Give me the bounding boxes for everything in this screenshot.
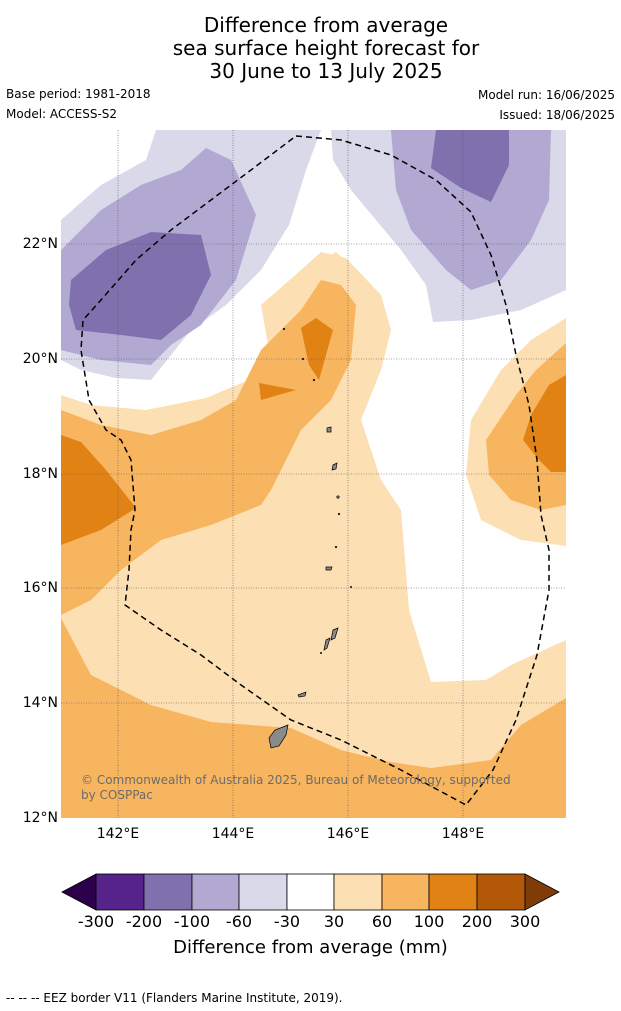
anomaly-region-medium-purple-west — [69, 232, 211, 340]
lat-label-22n: 22°N — [22, 236, 58, 252]
colorbar-label: Difference from average (mm) — [173, 937, 448, 958]
eez-footnote: -- -- -- EEZ border V11 (Flanders Marine… — [6, 991, 343, 1005]
lon-label-144e: 144°E — [211, 826, 255, 842]
island-saipan — [330, 627, 339, 641]
colorbar-tick-1: -300 — [77, 912, 115, 931]
island-uracas — [282, 327, 286, 331]
colorbar-bin-7 — [381, 873, 430, 911]
island-anatahan — [325, 566, 333, 571]
copyright-line-1: © Commonwealth of Australia 2025, Bureau… — [81, 773, 511, 787]
island-asuncion — [312, 378, 316, 382]
colorbar-bin-9 — [476, 873, 526, 911]
eez-border — [80, 135, 550, 806]
lat-label-18n: 18°N — [22, 466, 58, 482]
island-alamagan — [336, 495, 340, 499]
colorbar-bin-8 — [428, 873, 478, 911]
colorbar-tick-10: 300 — [509, 912, 541, 931]
island-sarigan — [334, 545, 338, 549]
colorbar-bin-1 — [95, 873, 145, 911]
colorbar-tick-3: -100 — [173, 912, 211, 931]
anomaly-region-medium-orange-south — [61, 618, 566, 818]
lat-label-12n: 12°N — [22, 810, 58, 826]
island-medinilla — [350, 586, 352, 588]
lon-label-148e: 148°E — [441, 826, 485, 842]
colorbar-tick-2: -200 — [125, 912, 163, 931]
island-maug — [301, 357, 305, 361]
title-line-1: Difference from average — [203, 13, 449, 37]
title-line-2: sea surface height forecast for — [172, 36, 480, 60]
map-canvas: © Commonwealth of Australia 2025, Bureau… — [61, 130, 566, 818]
lon-label-146e: 146°E — [326, 826, 370, 842]
colorbar-bin-2 — [143, 873, 193, 911]
map-panel: © Commonwealth of Australia 2025, Bureau… — [61, 130, 566, 818]
anomaly-region-light-orange-south — [61, 252, 566, 818]
colorbar-tick-4: -60 — [225, 912, 253, 931]
copyright-line-2: by COSPPac — [81, 788, 153, 802]
island-aguijan — [319, 651, 323, 655]
colorbar-tick-7: 60 — [371, 912, 393, 931]
lon-label-142e: 142°E — [96, 826, 140, 842]
anomaly-region-dark-orange-north-1 — [301, 318, 333, 380]
graticule — [61, 130, 566, 818]
islands — [268, 327, 352, 749]
anomaly-region-dark-orange-north-2 — [259, 383, 296, 400]
issued-date: Issued: 18/06/2025 — [499, 108, 615, 122]
anomaly-region-dark-orange-east — [523, 375, 566, 472]
lat-label-16n: 16°N — [22, 580, 58, 596]
island-tinian — [323, 637, 331, 651]
island-guam — [268, 724, 289, 749]
island-agrihan — [326, 426, 332, 433]
anomaly-region-medium-purple-east — [431, 130, 509, 202]
anomaly-region-medium-orange-east — [486, 343, 566, 510]
anomaly-region-medium-orange-central — [61, 280, 356, 615]
colorbar-bin-5 — [286, 873, 335, 911]
anomaly-region-light-purple-east — [391, 130, 551, 290]
base-period: Base period: 1981-2018 — [6, 87, 151, 101]
colorbar-under-arrow — [61, 873, 97, 911]
island-rota — [297, 691, 307, 698]
colorbar-tick-8: 100 — [413, 912, 445, 931]
island-pagan — [331, 462, 338, 471]
lat-label-14n: 14°N — [22, 695, 58, 711]
lat-label-20n: 20°N — [22, 351, 58, 367]
anomaly-region-dark-orange-west — [61, 435, 136, 545]
title-line-3: 30 June to 13 July 2025 — [209, 59, 443, 83]
model-run-date: Model run: 16/06/2025 — [477, 88, 615, 102]
colorbar-over-arrow — [524, 873, 560, 911]
colorbar-tick-9: 200 — [461, 912, 493, 931]
model-name: Model: ACCESS-S2 — [6, 107, 118, 121]
colorbar-bin-4 — [238, 873, 288, 911]
colorbar-bin-3 — [191, 873, 240, 911]
map-title: Difference from average sea surface heig… — [0, 14, 621, 83]
island-guguan — [337, 512, 341, 516]
colorbar-bin-6 — [333, 873, 383, 911]
colorbar-tick-6: 30 — [323, 912, 345, 931]
colorbar-tick-5: -30 — [273, 912, 301, 931]
